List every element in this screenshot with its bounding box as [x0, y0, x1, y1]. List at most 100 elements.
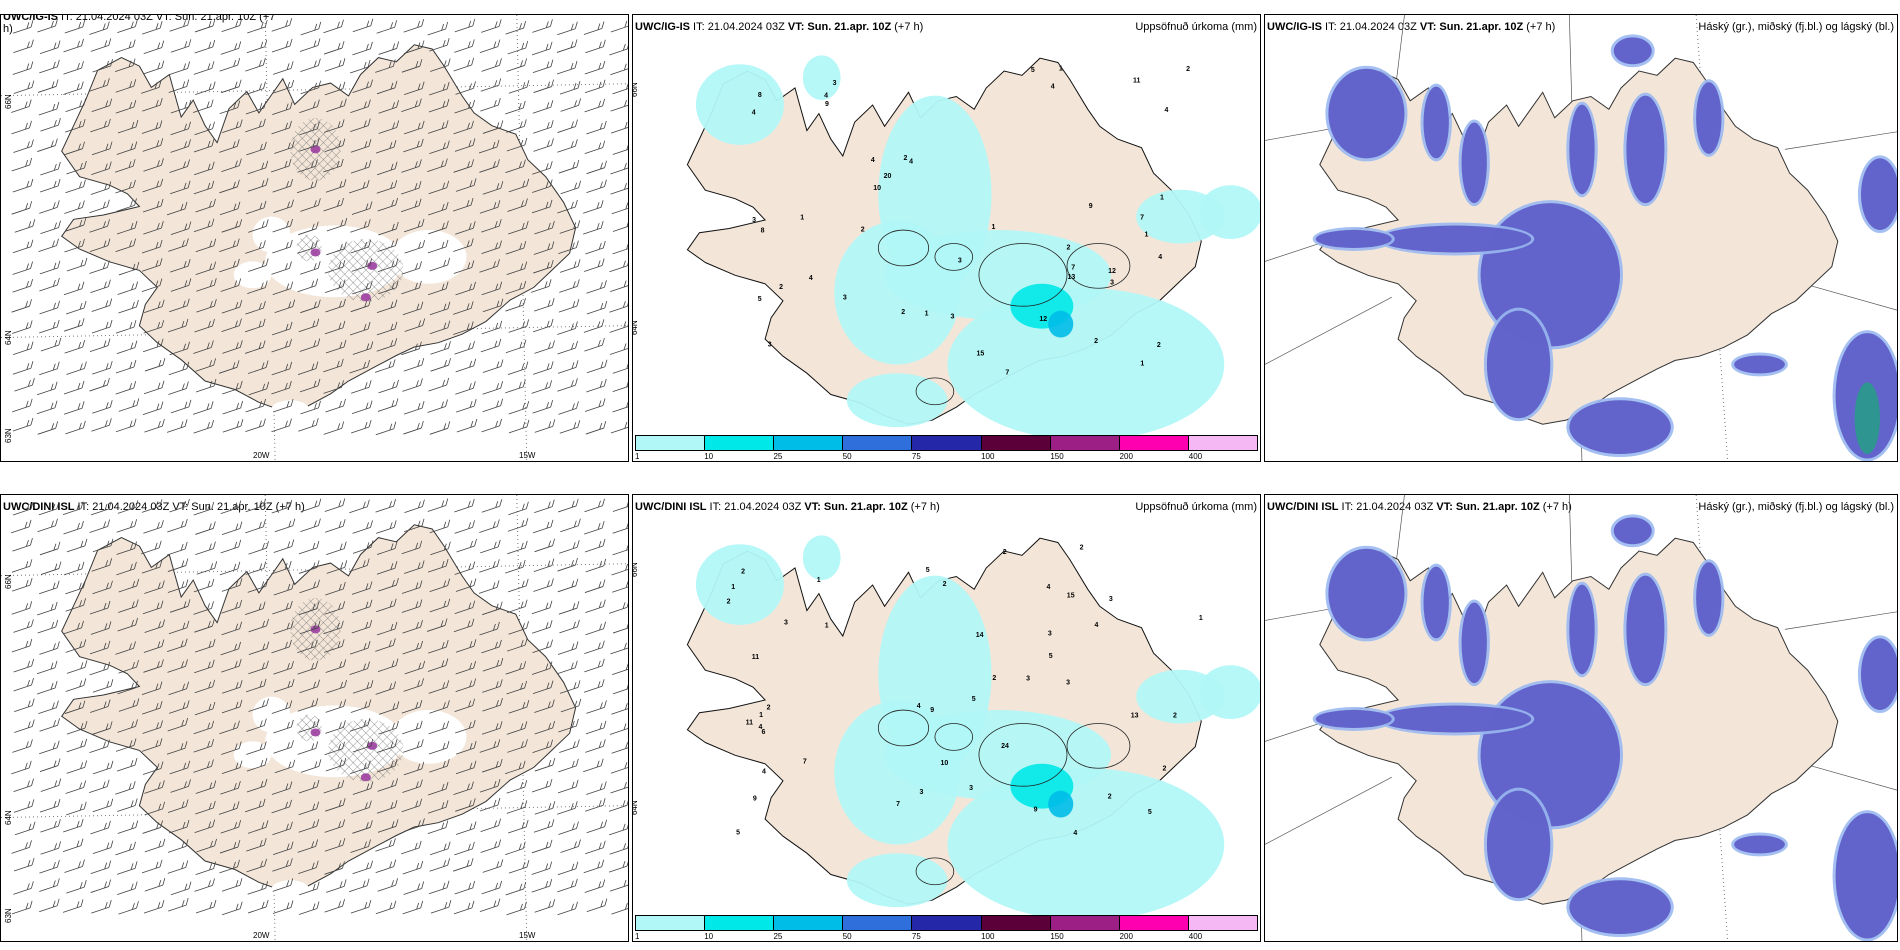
precip-value-label: 9 [753, 795, 757, 802]
wind-barb [377, 819, 399, 833]
wind-barb [534, 419, 556, 433]
wind-barb [65, 119, 86, 133]
wind-barb [560, 98, 581, 112]
wind-barb [66, 801, 87, 816]
wind-barb [534, 699, 555, 713]
wind-barb [377, 238, 398, 252]
wind-barb [115, 179, 136, 194]
wind-barb [610, 63, 628, 76]
wind-barb [430, 899, 452, 914]
wind-barb [271, 120, 292, 135]
wind-barb [91, 319, 113, 334]
colorbar-tick-label: 10 [704, 452, 714, 461]
wind-barb [117, 798, 138, 812]
wind-barb [505, 760, 526, 775]
wind-barb [375, 499, 396, 513]
wind-barb [349, 558, 370, 572]
wind-barb [170, 99, 192, 114]
wind-barb [11, 120, 32, 135]
wind-barb [298, 801, 320, 816]
wind-barb [13, 139, 34, 153]
wind-barb [351, 380, 372, 394]
wind-barb [297, 159, 318, 173]
wind-barb [220, 641, 242, 656]
wind-barb [428, 740, 450, 755]
wind-barb [63, 520, 84, 535]
wind-barb [92, 360, 113, 375]
precip-value-label: 2 [943, 581, 947, 588]
wind-barb [609, 823, 628, 836]
wind-barb [271, 560, 292, 575]
wind-barb [324, 81, 346, 96]
precip-value-label: 13 [1131, 713, 1139, 720]
colorbar-tick-label: 75 [911, 932, 921, 941]
projection-line [1803, 283, 1897, 311]
wind-barb [245, 398, 266, 413]
wind-barb [507, 361, 529, 376]
wind-barb [10, 519, 32, 534]
wind-barb [584, 398, 606, 412]
wind-barb [453, 57, 475, 72]
precip-value-label: 4 [909, 159, 913, 166]
wind-barb [91, 721, 113, 735]
wind-barb [273, 661, 294, 675]
wind-barb [271, 799, 292, 814]
wind-barb [222, 419, 244, 433]
wind-barb [376, 321, 398, 336]
wind-barb [63, 561, 85, 576]
wind-barb [37, 421, 59, 435]
wind-barb [481, 721, 503, 735]
wind-barb [143, 380, 165, 395]
wind-barb [505, 841, 526, 856]
wind-barb [481, 219, 502, 233]
wind-barb [482, 298, 504, 313]
wind-barb [429, 578, 451, 592]
wind-barb [479, 39, 501, 53]
precip-value-label: 2 [727, 598, 731, 605]
wind-barb [221, 219, 243, 233]
wind-barb [89, 600, 111, 615]
wind-barb [427, 781, 449, 796]
wind-barb [559, 279, 580, 293]
wind-barb [455, 381, 476, 395]
lat-label-64n: 64N [632, 800, 639, 815]
wind-barb [141, 239, 163, 254]
wind-barb [298, 901, 320, 915]
wind-barb [375, 139, 397, 154]
high-cloud-area [1423, 86, 1449, 159]
colorbar-tick-label: 50 [842, 452, 852, 461]
wind-barb [167, 541, 188, 556]
wind-barb [350, 419, 372, 434]
wind-barb [38, 700, 59, 714]
wind-barb [297, 698, 319, 712]
wind-barb [170, 139, 191, 153]
precip-value-label: 6 [761, 729, 765, 736]
model-name: UWC/DINI ISL [635, 501, 707, 513]
wind-barb [612, 401, 628, 413]
wind-barb [300, 80, 322, 95]
header-wrap: h) [3, 23, 13, 35]
wind-barb [454, 39, 475, 53]
wind-barb [248, 219, 269, 233]
precip-contour [1066, 243, 1131, 289]
glacier [252, 696, 291, 733]
wind-barb [402, 720, 423, 735]
wind-barb [612, 663, 628, 675]
model-name: UWC/IG-IS [635, 21, 690, 33]
wind-barb [557, 360, 579, 374]
wind-barb [300, 498, 322, 513]
wind-barb [195, 899, 217, 914]
high-cloud-area [1734, 355, 1785, 374]
precip-value-label: 20 [884, 173, 892, 180]
wind-barb [271, 18, 293, 32]
wind-barb [454, 600, 476, 615]
wind-barb [427, 800, 449, 814]
wind-barb [481, 19, 502, 33]
wind-barb [193, 61, 215, 75]
wind-barb [455, 221, 476, 235]
wind-barb [531, 199, 553, 214]
wind-barb [609, 260, 628, 273]
wind-barb [426, 618, 448, 632]
wind-barb [220, 539, 242, 554]
wind-barb [247, 178, 269, 192]
